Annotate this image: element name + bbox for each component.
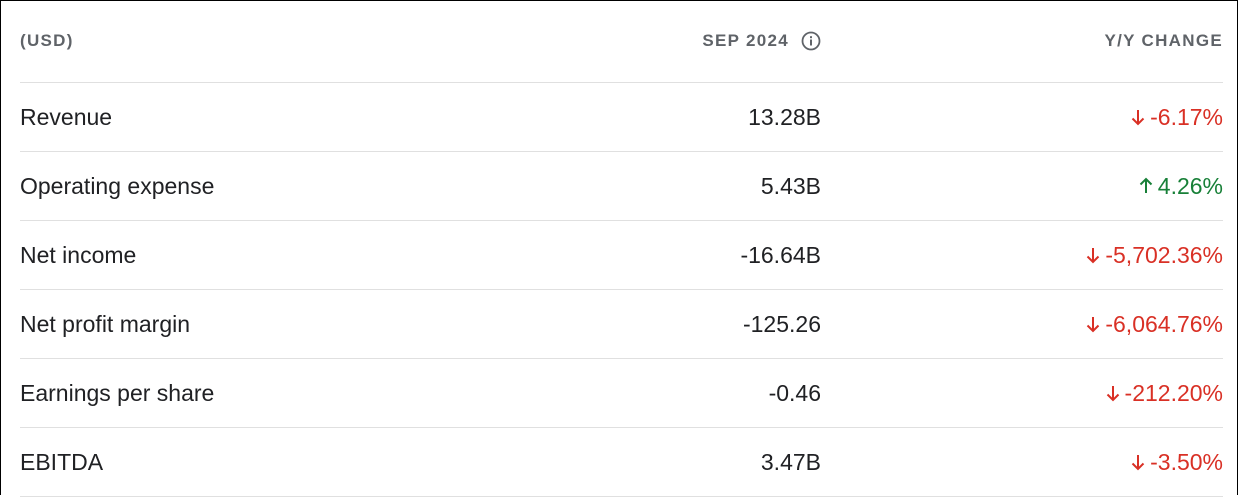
table-row: Net profit margin -125.26 -6,064.76% xyxy=(20,290,1223,359)
arrow-down-icon xyxy=(1085,246,1101,264)
yoy-change-value: -6,064.76% xyxy=(1105,310,1223,337)
table-header: (USD) SEP 2024 Y/Y CHANGE xyxy=(20,0,1223,83)
yoy-change-value: -212.20% xyxy=(1124,379,1223,406)
arrow-down-icon xyxy=(1130,108,1146,126)
yoy-change-value: -3.50% xyxy=(1150,448,1223,475)
metric-value: -16.64B xyxy=(740,241,821,268)
metric-value: 5.43B xyxy=(760,172,821,199)
metric-value: 13.28B xyxy=(748,103,821,130)
table-row: Operating expense 5.43B 4.26% xyxy=(20,152,1223,221)
yoy-change-value: 4.26% xyxy=(1157,172,1223,199)
metric-value: -125.26 xyxy=(742,310,821,337)
metric-value: 3.47B xyxy=(760,448,821,475)
table-row: Earnings per share -0.46 -212.20% xyxy=(20,359,1223,428)
metric-label: Net income xyxy=(20,241,137,268)
metric-label: Net profit margin xyxy=(20,310,191,337)
arrow-down-icon xyxy=(1105,384,1121,402)
income-statement-table: (USD) SEP 2024 Y/Y CHANGE Revenue 13.28B -… xyxy=(20,0,1223,497)
yoy-change-label: Y/Y CHANGE xyxy=(1104,31,1223,50)
arrow-down-icon xyxy=(1085,315,1101,333)
table-row: EBITDA 3.47B -3.50% xyxy=(20,428,1223,497)
table-row: Net income -16.64B -5,702.36% xyxy=(20,221,1223,290)
metric-label: Operating expense xyxy=(20,172,215,199)
metric-label: Earnings per share xyxy=(20,379,215,406)
yoy-change-value: -6.17% xyxy=(1150,103,1223,130)
metric-label: EBITDA xyxy=(20,448,104,475)
yoy-change-value: -5,702.36% xyxy=(1105,241,1223,268)
metric-value: -0.46 xyxy=(768,379,821,406)
table-row: Revenue 13.28B -6.17% xyxy=(20,83,1223,152)
arrow-up-icon xyxy=(1138,177,1154,195)
arrow-down-icon xyxy=(1130,453,1146,471)
period-label: SEP 2024 xyxy=(702,31,789,50)
currency-label: (USD) xyxy=(20,31,74,50)
metric-label: Revenue xyxy=(20,103,113,130)
info-icon[interactable] xyxy=(801,31,821,51)
